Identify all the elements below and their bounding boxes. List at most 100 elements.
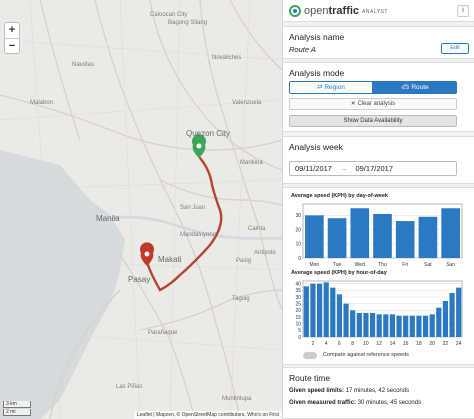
mode-toggle: ⇄ Region 🚗︎ Route [289, 81, 457, 94]
map-scale: 3 km 2 mi [3, 400, 31, 416]
x-tick-label: 18 [416, 341, 422, 347]
x-tick-label: 8 [351, 341, 354, 347]
bar [303, 286, 309, 337]
map-label-city: Pasay [128, 275, 151, 284]
bar [343, 303, 349, 337]
speed-limits-row: Given speed limits: 17 minutes, 42 secon… [289, 388, 409, 394]
logo-subtitle: ANALYST [362, 9, 388, 15]
y-tick-label: 10 [295, 242, 301, 248]
speed-charts-card: Average speed (KPH) by day-of-week 0 10 20… [283, 187, 474, 365]
logo-text-traffic: traffic [328, 4, 360, 17]
x-tick-label: 4 [325, 341, 328, 347]
bar [305, 215, 324, 258]
end-date-input[interactable]: 09/17/2017 [355, 164, 394, 173]
bar [442, 301, 449, 337]
analysis-week-card: Analysis week 09/11/2017 → 09/17/2017 [283, 136, 474, 184]
analysis-week-heading: Analysis week [289, 142, 343, 152]
map-label: Taguig [232, 296, 250, 302]
measured-traffic-row: Given measured traffic: 30 minutes, 45 s… [289, 400, 421, 406]
bar [373, 213, 392, 258]
measured-traffic-value: 30 minutes, 45 seconds [357, 400, 422, 406]
date-range-picker[interactable]: 09/11/2017 → 09/17/2017 [289, 161, 457, 176]
bar [389, 314, 396, 337]
speed-limits-value: 17 minutes, 42 seconds [345, 388, 410, 394]
map-label: San Juan [180, 205, 206, 211]
y-tick-label: 5 [298, 328, 301, 334]
map-label: Marikina [240, 160, 263, 166]
chart-title-hour-of-day: Average speed (KPH) by hour-of-day [291, 270, 387, 276]
logo-text-open: open [304, 4, 329, 17]
y-tick-label: 30 [295, 295, 301, 301]
map-label: Muntinlupa [222, 396, 252, 402]
region-icon: ⇄ [317, 84, 325, 91]
analysis-name-value: Route A [289, 45, 316, 54]
bar [409, 315, 415, 337]
map-label: Pasig [236, 258, 252, 264]
map-label: Mandaluyong [180, 232, 217, 238]
bar [350, 208, 370, 258]
zoom-in-button[interactable]: + [8, 24, 16, 36]
analysis-mode-card: Analysis mode ⇄ Region 🚗︎ Route ✕ Clear … [283, 62, 474, 132]
map-label: Malabon [30, 100, 54, 106]
compare-label: Compare against reference speeds [323, 352, 409, 358]
x-tick-label: Wed [355, 262, 365, 268]
route-line [146, 156, 223, 292]
bar [310, 283, 316, 337]
show-data-availability-button[interactable]: Show Data Availability [289, 115, 457, 127]
bar [383, 314, 389, 337]
map-label: Valenzuela [232, 100, 262, 106]
pasig-river [109, 215, 282, 241]
map-label: Antipolo [254, 250, 276, 256]
map-label: Las Piñas [116, 384, 143, 390]
x-tick-label: 10 [363, 341, 369, 347]
x-tick-label: 12 [376, 341, 382, 347]
map-view[interactable]: Caloocan City Bagong Silang Navotas Mala… [0, 0, 282, 419]
chart-day-of-week: 0 10 20 30 Mon Tue Wed Thu Fri Sat Sun [295, 203, 463, 268]
bar [441, 208, 460, 258]
map-label-city: Quezon City [186, 129, 231, 138]
bar [416, 315, 422, 337]
x-tick-label: Sat [424, 262, 432, 268]
map-label: Bagong Silang [168, 20, 208, 26]
zoom-out-button[interactable]: − [5, 38, 19, 53]
y-tick-label: 0 [298, 335, 301, 341]
zoom-control: + − [4, 22, 20, 54]
start-date-input[interactable]: 09/11/2017 [295, 164, 332, 173]
bar [327, 218, 347, 258]
x-tick-label: 2 [312, 341, 315, 347]
minor-roads [0, 0, 282, 419]
clear-analysis-button[interactable]: ✕ Clear analysis [289, 98, 457, 110]
y-tick-label: 20 [295, 308, 301, 314]
map-basemap [0, 0, 282, 419]
scale-mi: 2 mi [3, 409, 31, 416]
bar [356, 313, 362, 337]
bar [396, 315, 402, 337]
y-tick-label: 30 [295, 213, 301, 219]
opentraffic-logo-icon [289, 4, 301, 17]
compare-toggle-switch[interactable] [303, 351, 317, 359]
bar [330, 287, 336, 337]
bar [376, 314, 382, 337]
x-tick-label: 22 [443, 341, 449, 347]
x-tick-label: Thu [378, 262, 387, 268]
bar [316, 283, 323, 337]
x-tick-label: 24 [456, 341, 462, 347]
route-time-heading: Route time [289, 373, 331, 383]
edit-button[interactable]: Edit [441, 43, 469, 54]
route-mode-button[interactable]: 🚗︎ Route [373, 81, 457, 94]
info-button[interactable]: i [457, 5, 469, 17]
map-label: Caloocan City [150, 12, 188, 18]
route-time-card: Route time Given speed limits: 17 minute… [283, 367, 474, 419]
map-label: Novaliches [212, 55, 242, 61]
bar [350, 310, 356, 337]
compare-toggle-row[interactable]: Compare against reference speeds [297, 350, 455, 360]
destination-marker [140, 242, 155, 266]
map-attribution[interactable]: Leaflet | Mapzen, © OpenStreetMap contri… [133, 411, 282, 419]
bar [395, 221, 415, 258]
analysis-panel: open traffic ANALYST i Analysis name Rou… [282, 0, 474, 419]
y-tick-label: 10 [295, 321, 301, 327]
region-mode-button[interactable]: ⇄ Region [289, 81, 373, 94]
close-icon: ✕ [350, 101, 358, 107]
measured-traffic-label: Given measured traffic: [289, 400, 357, 406]
